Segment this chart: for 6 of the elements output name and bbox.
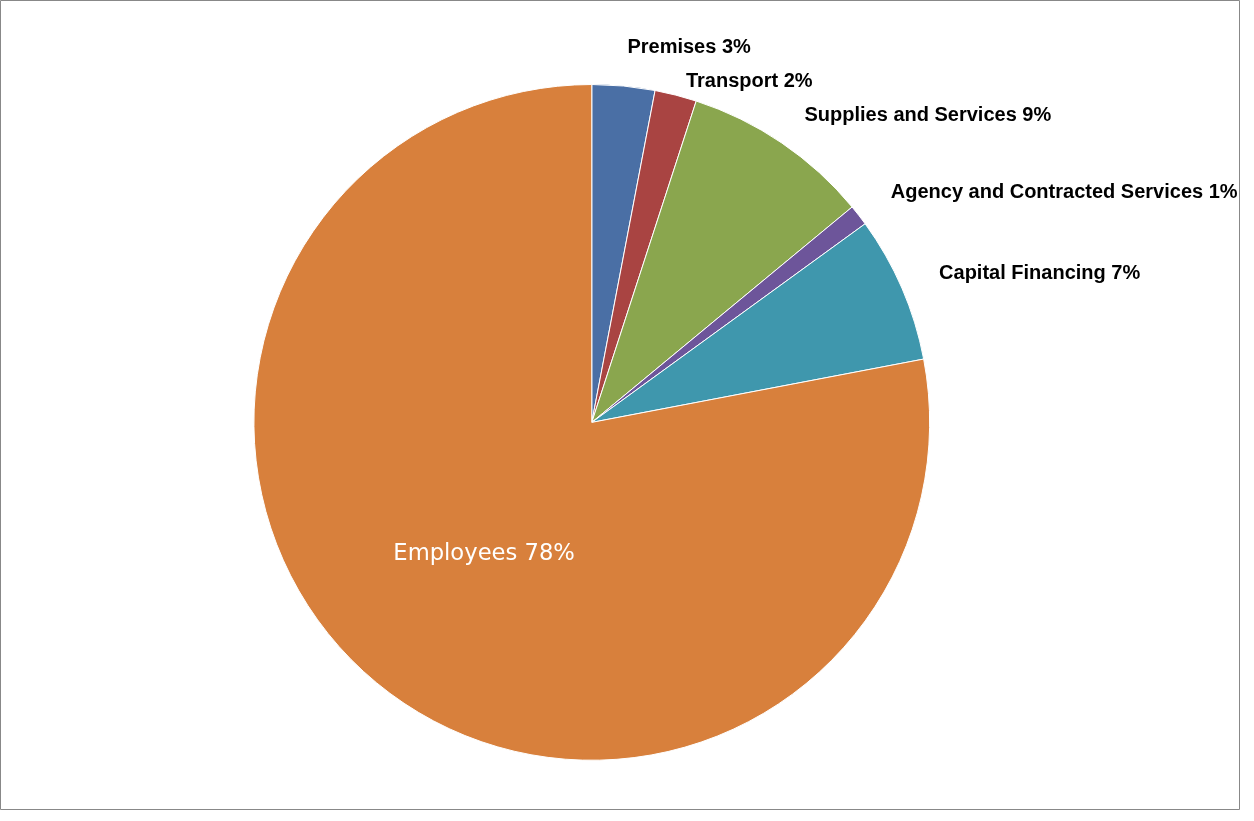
slice-label: Agency and Contracted Services 1% <box>890 179 1238 202</box>
slice-label: Transport 2% <box>685 68 813 91</box>
slice-label: Employees 78% <box>393 539 575 566</box>
slice-label: Premises 3% <box>627 35 752 58</box>
slice-label: Capital Financing 7% <box>939 261 1141 284</box>
slice-label: Supplies and Services 9% <box>804 102 1052 125</box>
